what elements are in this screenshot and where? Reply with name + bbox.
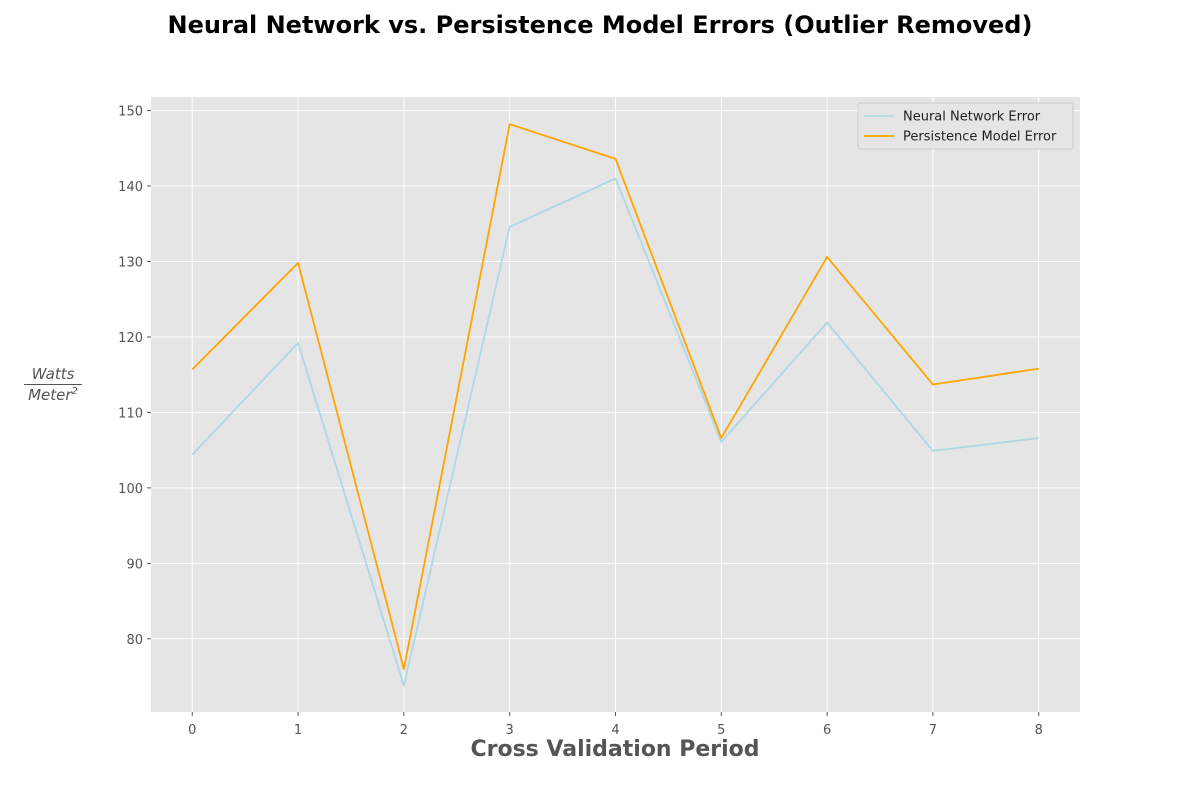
x-tick-label: 2 [400,723,408,738]
chart-title: Neural Network vs. Persistence Model Err… [167,11,1033,39]
y-tick-label: 110 [118,406,143,421]
x-tick-label: 1 [294,723,302,738]
legend-box [857,102,1074,150]
y-tick-label: 80 [126,633,143,648]
y-tick-label: 90 [126,557,143,572]
legend-label: Neural Network Error [903,110,1041,125]
x-tick-label: 0 [188,723,196,738]
legend: Neural Network Error Persistence Model Er… [857,102,1074,150]
x-tick-label: 7 [929,723,937,738]
y-tick-label: 130 [118,256,143,271]
y-axis-label-fraction-bar [24,384,82,385]
series-lines [191,123,1039,687]
y-tick-label: 120 [118,331,143,346]
y-axis-label-exponent: 2 [71,386,78,397]
y-tick-label: 140 [118,180,143,195]
x-axis-label: Cross Validation Period [470,737,760,762]
y-tick-label: 150 [118,105,143,120]
series-line-neural-network-error [191,177,1039,687]
legend-label: Persistence Model Error [903,130,1057,145]
y-tick-label: 100 [118,482,143,497]
x-tick-label: 6 [823,723,831,738]
x-tick-label: 3 [506,723,514,738]
series-line-persistence-model-error [191,123,1039,670]
axis-ticks: 0 1 2 3 4 5 6 7 8 80 90 100 110 120 130 140 150 [118,105,1043,738]
x-tick-label: 4 [611,723,619,738]
x-tick-label: 8 [1035,723,1043,738]
y-axis-label-numerator: Watts [31,365,75,383]
x-tick-label: 5 [717,723,725,738]
y-axis-label: Watts Meter2 [18,365,88,404]
y-axis-label-denominator: Meter [28,386,72,404]
